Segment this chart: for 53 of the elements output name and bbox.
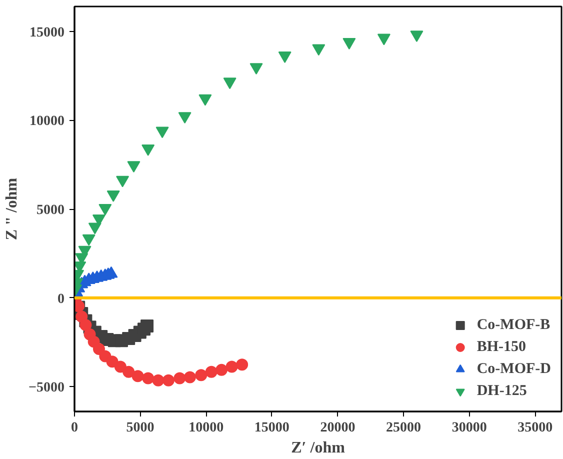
point [114, 360, 126, 373]
y-tick-label: 5000 [36, 203, 64, 218]
point [236, 358, 248, 371]
point [156, 126, 169, 138]
point [132, 370, 144, 382]
x-tick-label: 20000 [320, 420, 356, 436]
point [184, 371, 196, 384]
point [178, 112, 192, 124]
point [278, 52, 292, 63]
point [195, 369, 208, 382]
y-tick-label: 10000 [30, 114, 64, 130]
legend-label: DH-125 [476, 382, 527, 400]
point [216, 364, 228, 376]
y-tick-label: −5000 [28, 380, 65, 396]
point [88, 222, 102, 234]
point [250, 63, 263, 74]
point [342, 38, 356, 50]
point [174, 372, 186, 384]
y-tick-label: 0 [58, 292, 64, 307]
point [140, 320, 154, 333]
x-tick-label: 35000 [518, 420, 553, 436]
x-axis-title: Z′ /ohm [291, 440, 346, 456]
point [162, 374, 174, 386]
point [98, 204, 112, 216]
x-tick-label: 10000 [188, 420, 224, 436]
point [127, 161, 140, 173]
point [410, 30, 424, 42]
point [205, 366, 218, 378]
point [82, 234, 96, 246]
point [198, 94, 212, 106]
x-tick-label: 30000 [452, 420, 487, 436]
point [106, 190, 120, 202]
point [226, 360, 238, 373]
x-tick-label: 25000 [386, 420, 422, 436]
point [142, 372, 154, 384]
legend-label: Co-MOF-D [476, 360, 551, 378]
y-axis-title: Z " /ohm [4, 177, 21, 240]
point [152, 374, 164, 386]
legend-label: BH-150 [476, 338, 526, 356]
y-tick-label: 15000 [30, 25, 64, 40]
point [80, 319, 92, 331]
legend-label: Co-MOF-B [476, 316, 550, 334]
point [116, 176, 130, 188]
x-tick-label: 15000 [254, 420, 290, 436]
point [312, 44, 326, 56]
point [377, 34, 390, 46]
point [92, 342, 105, 355]
x-tick-label: 5000 [126, 420, 154, 436]
point [106, 356, 118, 368]
x-tick-label: 0 [71, 420, 78, 436]
point [122, 366, 135, 378]
point [142, 144, 155, 156]
point [223, 78, 236, 90]
